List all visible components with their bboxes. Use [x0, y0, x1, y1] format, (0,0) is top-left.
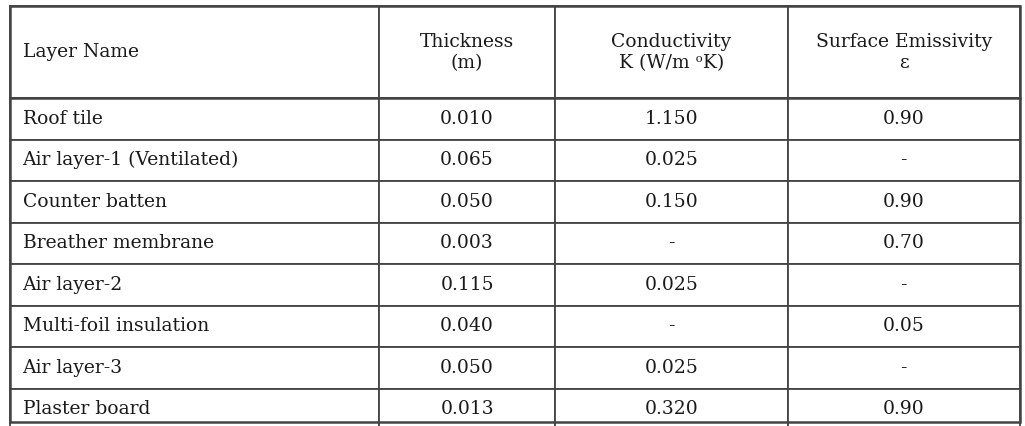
Bar [787, 347, 1020, 389]
Text: 0.90: 0.90 [883, 193, 925, 211]
Bar [379, 181, 556, 223]
Bar [10, 347, 379, 389]
Bar [10, 6, 379, 98]
Text: Counter batten: Counter batten [23, 193, 166, 211]
Text: Conductivity
K (W/m ᵒK): Conductivity K (W/m ᵒK) [612, 33, 732, 72]
Text: 0.050: 0.050 [440, 193, 494, 211]
Text: Air layer-1 (Ventilated): Air layer-1 (Ventilated) [23, 151, 239, 170]
Text: 0.025: 0.025 [645, 276, 698, 294]
Bar [379, 389, 556, 426]
Bar [379, 264, 556, 306]
Text: -: - [668, 317, 674, 335]
Text: 0.025: 0.025 [645, 151, 698, 169]
Text: 0.70: 0.70 [883, 234, 925, 252]
Text: 0.150: 0.150 [645, 193, 698, 211]
Bar [787, 98, 1020, 139]
Bar [10, 389, 379, 426]
Text: Plaster board: Plaster board [23, 400, 150, 418]
Text: -: - [668, 234, 674, 252]
Text: 0.05: 0.05 [883, 317, 925, 335]
Text: -: - [901, 276, 907, 294]
Bar [556, 181, 787, 223]
Bar [556, 98, 787, 139]
Bar [787, 389, 1020, 426]
Bar [787, 6, 1020, 98]
Bar [10, 98, 379, 139]
Text: Layer Name: Layer Name [23, 43, 138, 61]
Bar [379, 139, 556, 181]
Text: 0.065: 0.065 [440, 151, 494, 169]
Text: Multi-foil insulation: Multi-foil insulation [23, 317, 209, 335]
Text: 0.90: 0.90 [883, 110, 925, 128]
Bar [10, 264, 379, 306]
Bar [556, 139, 787, 181]
Text: 0.040: 0.040 [440, 317, 494, 335]
Bar [10, 139, 379, 181]
Bar [379, 306, 556, 347]
Text: -: - [901, 151, 907, 169]
Text: 0.90: 0.90 [883, 400, 925, 418]
Text: Air layer-2: Air layer-2 [23, 276, 123, 294]
Bar [787, 139, 1020, 181]
Text: 0.115: 0.115 [441, 276, 494, 294]
Bar [556, 223, 787, 264]
Text: Thickness
(m): Thickness (m) [420, 33, 515, 72]
Text: 0.010: 0.010 [440, 110, 494, 128]
Bar [379, 223, 556, 264]
Bar [379, 347, 556, 389]
Bar [556, 306, 787, 347]
Text: 0.003: 0.003 [440, 234, 494, 252]
Bar [787, 264, 1020, 306]
Bar [787, 306, 1020, 347]
Text: 0.013: 0.013 [441, 400, 494, 418]
Bar [379, 98, 556, 139]
Text: Air layer-3: Air layer-3 [23, 359, 123, 377]
Bar [10, 181, 379, 223]
Bar [556, 389, 787, 426]
Bar [10, 223, 379, 264]
Bar [10, 306, 379, 347]
Text: 0.050: 0.050 [440, 359, 494, 377]
Text: Roof tile: Roof tile [23, 110, 103, 128]
Bar [556, 347, 787, 389]
Bar [556, 264, 787, 306]
Bar [787, 223, 1020, 264]
Bar [556, 6, 787, 98]
Text: Surface Emissivity
ε: Surface Emissivity ε [816, 33, 992, 72]
Text: 0.320: 0.320 [645, 400, 698, 418]
Text: 1.150: 1.150 [645, 110, 698, 128]
Text: Breather membrane: Breather membrane [23, 234, 213, 252]
Text: 0.025: 0.025 [645, 359, 698, 377]
Bar [787, 181, 1020, 223]
Text: -: - [901, 359, 907, 377]
Bar [379, 6, 556, 98]
